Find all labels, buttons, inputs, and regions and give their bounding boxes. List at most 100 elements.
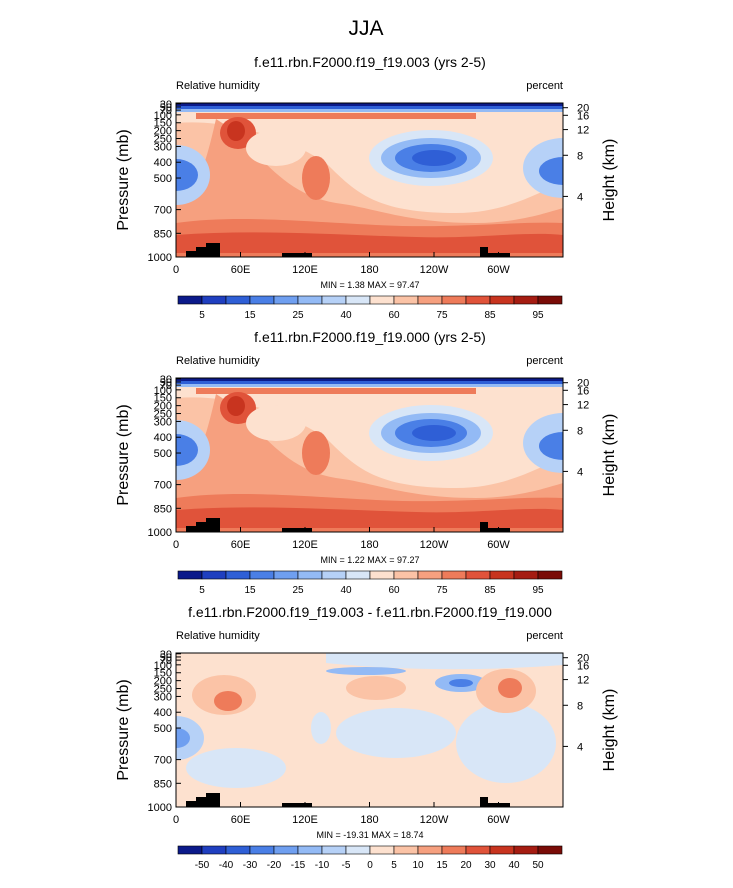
colorbar-box: [321, 570, 347, 580]
y-tick-label: 500: [154, 173, 172, 185]
variable-label: Relative humidity: [176, 80, 260, 92]
y-tick-label: 400: [154, 157, 172, 169]
colorbar-label: 75: [436, 585, 448, 596]
y-tick-label: 100: [154, 660, 172, 672]
panel-title: f.e11.rbn.F2000.f19_f19.000 (yrs 2-5): [254, 329, 486, 345]
colorbar-box: [249, 570, 275, 580]
x-tick-label: 120W: [420, 264, 449, 276]
panel-title: f.e11.rbn.F2000.f19_f19.003 (yrs 2-5): [254, 54, 486, 70]
y2-tick-label: 4: [577, 191, 583, 203]
y2-tick-label: 8: [577, 425, 583, 437]
colorbar-label: -50: [195, 860, 210, 871]
colorbar-label: 50: [532, 860, 544, 871]
y-tick-label: 50: [160, 652, 172, 664]
colorbar-label: -10: [315, 860, 330, 871]
colorbar-label: 15: [436, 860, 448, 871]
y-tick-label: 500: [154, 723, 172, 735]
colorbar-box: [537, 845, 563, 855]
colorbar-label: 0: [367, 860, 373, 871]
y-tick-label: 700: [154, 480, 172, 492]
variable-label: Relative humidity: [176, 355, 260, 367]
x-tick-label: 120W: [420, 539, 449, 551]
colorbar-box: [177, 570, 203, 580]
colorbar-box: [201, 570, 227, 580]
colorbar-box: [225, 570, 251, 580]
colorbar-box: [441, 295, 467, 305]
y2-tick-label: 4: [577, 741, 583, 753]
colorbar-box: [465, 295, 491, 305]
colorbar-box: [417, 295, 443, 305]
y2-tick-label: 12: [577, 675, 589, 687]
colorbar-box: [513, 295, 539, 305]
colorbar-box: [441, 570, 467, 580]
colorbar-label: 40: [340, 585, 352, 596]
colorbar-box: [345, 295, 371, 305]
y-tick-label: 70: [160, 655, 172, 667]
colorbar-label: 95: [532, 310, 544, 321]
units-label: percent: [526, 355, 563, 367]
colorbar-label: 85: [484, 310, 496, 321]
contour-field: [176, 103, 563, 257]
colorbar-label: -20: [267, 860, 282, 871]
colorbar-label: 40: [508, 860, 520, 871]
y-tick-label: 700: [154, 205, 172, 217]
y-tick-label: 250: [154, 684, 172, 696]
colorbar-box: [297, 570, 323, 580]
y-tick-label: 300: [154, 416, 172, 428]
colorbar-box: [225, 845, 251, 855]
y-axis-label: Pressure (mb): [115, 129, 132, 230]
colorbar-box: [369, 570, 395, 580]
y-tick-label: 850: [154, 503, 172, 515]
y-tick-label: 250: [154, 409, 172, 421]
y2-tick-label: 20: [577, 103, 589, 115]
y-tick-label: 50: [160, 377, 172, 389]
x-tick-label: 60E: [231, 264, 251, 276]
y-tick-label: 850: [154, 778, 172, 790]
colorbar-label: 5: [391, 860, 397, 871]
y-tick-label: 30: [160, 99, 172, 111]
colorbar-box: [537, 570, 563, 580]
colorbar-box: [321, 845, 347, 855]
y-tick-label: 70: [160, 105, 172, 117]
colorbar-label: 25: [292, 585, 304, 596]
colorbar-box: [393, 295, 419, 305]
x-tick-label: 0: [173, 264, 179, 276]
x-tick-label: 180: [360, 539, 378, 551]
colorbar-box: [297, 845, 323, 855]
y-tick-label: 300: [154, 691, 172, 703]
y-tick-label: 400: [154, 432, 172, 444]
y2-tick-label: 16: [577, 110, 589, 122]
y-tick-label: 200: [154, 401, 172, 413]
colorbar-box: [321, 295, 347, 305]
colorbar-box: [393, 845, 419, 855]
colorbar-box: [369, 295, 395, 305]
colorbar-label: 60: [388, 310, 400, 321]
colorbar-box: [177, 295, 203, 305]
colorbar-box: [513, 570, 539, 580]
min-max: MIN = 1.22 MAX = 97.27: [320, 555, 419, 565]
y2-tick-label: 4: [577, 466, 583, 478]
y-tick-label: 150: [154, 118, 172, 130]
x-tick-label: 120W: [420, 814, 449, 826]
contour-field: [176, 378, 563, 532]
y-tick-label: 30: [160, 649, 172, 661]
y2-tick-label: 8: [577, 700, 583, 712]
colorbar-box: [489, 845, 515, 855]
colorbar-box: [393, 570, 419, 580]
y-tick-label: 700: [154, 755, 172, 767]
y2-axis-label: Height (km): [601, 689, 618, 772]
x-tick-label: 120E: [292, 264, 318, 276]
y2-tick-label: 20: [577, 378, 589, 390]
min-max: MIN = 1.38 MAX = 97.47: [320, 280, 419, 290]
y2-tick-label: 16: [577, 660, 589, 672]
y-tick-label: 30: [160, 374, 172, 386]
y-tick-label: 100: [154, 385, 172, 397]
colorbar-box: [417, 845, 443, 855]
colorbar-label: 20: [460, 860, 472, 871]
y-axis-label: Pressure (mb): [115, 404, 132, 505]
y-tick-label: 300: [154, 141, 172, 153]
colorbar-label: -5: [342, 860, 351, 871]
colorbar-box: [273, 845, 299, 855]
colorbar-label: 25: [292, 310, 304, 321]
x-tick-label: 180: [360, 264, 378, 276]
